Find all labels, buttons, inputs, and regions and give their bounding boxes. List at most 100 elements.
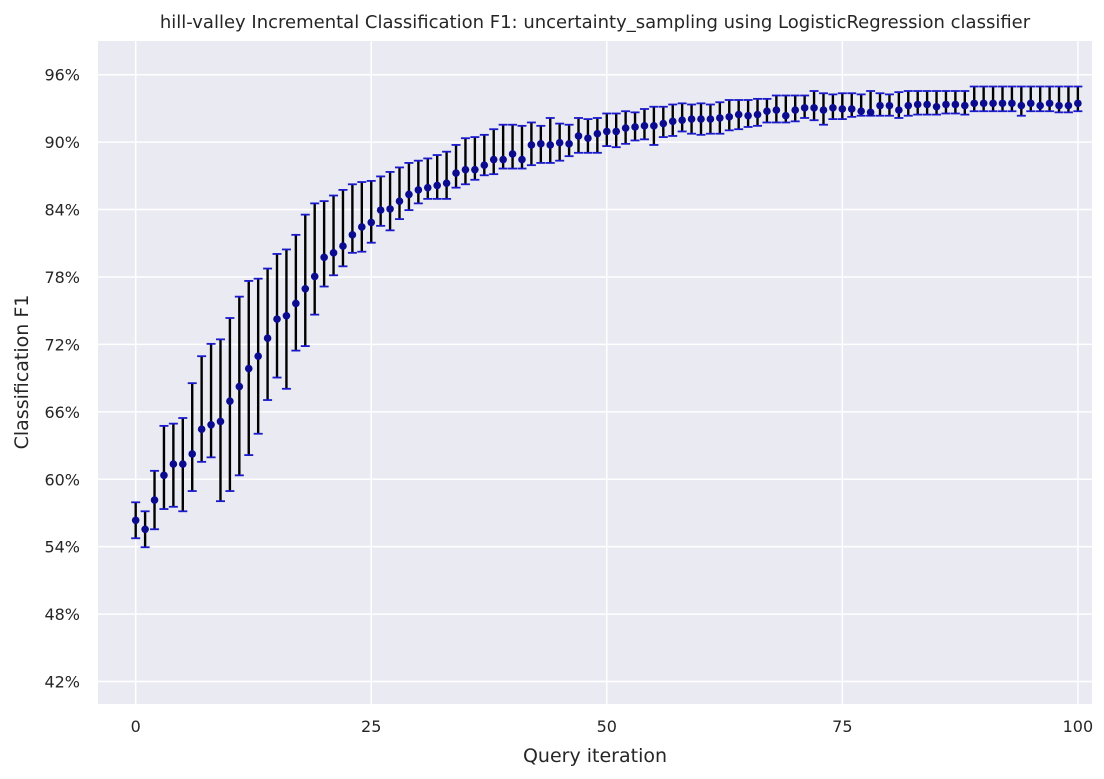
data-point-2 (150, 496, 159, 504)
error-bar-33 (442, 150, 452, 200)
data-point-34 (452, 169, 460, 177)
data-point-96 (1036, 101, 1044, 110)
error-bar-25 (366, 180, 376, 244)
data-point-97 (1045, 99, 1054, 108)
error-bar-29 (404, 162, 414, 212)
data-point-59 (687, 115, 696, 123)
data-point-98 (1055, 101, 1063, 110)
data-point-11 (235, 382, 244, 391)
data-point-6 (188, 450, 197, 458)
data-point-32 (433, 181, 441, 190)
data-point-68 (772, 106, 781, 114)
data-point-10 (226, 397, 234, 405)
data-point-99 (1064, 101, 1073, 110)
data-point-35 (461, 165, 470, 174)
data-point-28 (395, 197, 404, 205)
data-point-58 (678, 116, 686, 125)
data-point-57 (668, 117, 677, 126)
data-point-52 (621, 124, 630, 132)
data-point-16 (282, 311, 291, 320)
data-point-49 (593, 129, 602, 138)
data-point-44 (546, 141, 555, 149)
error-bar-27 (385, 171, 395, 232)
error-bar-35 (460, 137, 470, 186)
x-tick-label-4: 100 (1063, 717, 1094, 736)
data-point-87 (951, 100, 960, 109)
data-point-53 (631, 123, 639, 131)
data-point-36 (471, 165, 479, 174)
data-point-55 (650, 122, 658, 130)
data-point-47 (574, 132, 583, 140)
data-point-81 (895, 106, 903, 114)
data-point-56 (659, 119, 668, 128)
data-point-13 (254, 352, 262, 361)
x-tick-label-3: 75 (832, 717, 852, 736)
error-bar-23 (347, 183, 357, 254)
error-bar-3 (159, 424, 169, 510)
data-point-63 (725, 113, 734, 121)
x-tick-label-0: 0 (131, 717, 141, 736)
data-point-20 (320, 253, 328, 262)
data-point-54 (640, 122, 649, 130)
data-point-48 (584, 134, 592, 143)
error-bar-26 (376, 175, 386, 227)
data-point-71 (800, 104, 809, 112)
data-point-51 (612, 127, 620, 136)
y-tick-label-0: 42% (44, 673, 80, 692)
y-tick-label-1: 48% (44, 605, 80, 624)
data-point-76 (847, 105, 856, 113)
y-tick-label-7: 84% (44, 201, 80, 220)
plot-area (98, 41, 1092, 704)
data-point-21 (329, 249, 338, 257)
y-tick-label-4: 66% (44, 403, 80, 422)
data-point-93 (1008, 99, 1016, 108)
data-point-24 (358, 223, 366, 231)
data-point-43 (537, 140, 545, 148)
error-bar-38 (489, 128, 499, 176)
data-point-100 (1074, 99, 1082, 108)
error-bar-28 (394, 166, 404, 221)
data-point-17 (292, 299, 300, 308)
data-point-91 (989, 99, 997, 108)
data-point-45 (555, 138, 564, 147)
data-point-0 (131, 516, 140, 525)
data-point-25 (367, 218, 376, 227)
chart-title: hill-valley Incremental Classification F… (160, 12, 1031, 33)
data-point-5 (178, 460, 187, 468)
data-point-23 (348, 231, 357, 239)
error-bar-94 (1016, 85, 1026, 117)
x-tick-labels: 0 25 50 75 100 (131, 717, 1094, 736)
error-bar-24 (357, 181, 367, 253)
data-point-74 (829, 104, 837, 112)
error-bar-18 (300, 213, 310, 347)
error-bar-32 (432, 154, 442, 200)
data-point-80 (885, 101, 894, 110)
data-point-88 (961, 101, 969, 110)
error-bar-21 (329, 194, 339, 277)
data-point-67 (763, 107, 771, 116)
y-tick-labels: 42% 48% 54% 60% 66% 72% 78% 84% 90% 96% (44, 66, 80, 692)
data-point-9 (216, 417, 225, 426)
y-tick-label-3: 60% (44, 470, 80, 489)
y-tick-label-8: 90% (44, 133, 80, 152)
data-point-72 (810, 104, 818, 112)
error-bar-6 (187, 382, 197, 492)
error-bar-34 (451, 144, 461, 189)
data-point-50 (602, 127, 611, 136)
data-point-92 (998, 99, 1007, 108)
y-tick-label-9: 96% (44, 66, 80, 85)
data-point-69 (781, 111, 790, 120)
error-bar-44 (545, 117, 555, 164)
data-point-61 (706, 115, 715, 123)
data-point-33 (442, 179, 451, 187)
data-point-60 (697, 115, 705, 123)
data-point-65 (744, 111, 752, 120)
x-tick-label-2: 50 (597, 717, 617, 736)
data-point-39 (499, 155, 507, 164)
data-point-22 (339, 242, 347, 250)
y-tick-label-2: 54% (44, 538, 80, 557)
error-bar-14 (263, 267, 273, 401)
y-tick-label-6: 78% (44, 268, 80, 287)
data-points (131, 99, 1082, 534)
data-point-19 (310, 272, 319, 281)
